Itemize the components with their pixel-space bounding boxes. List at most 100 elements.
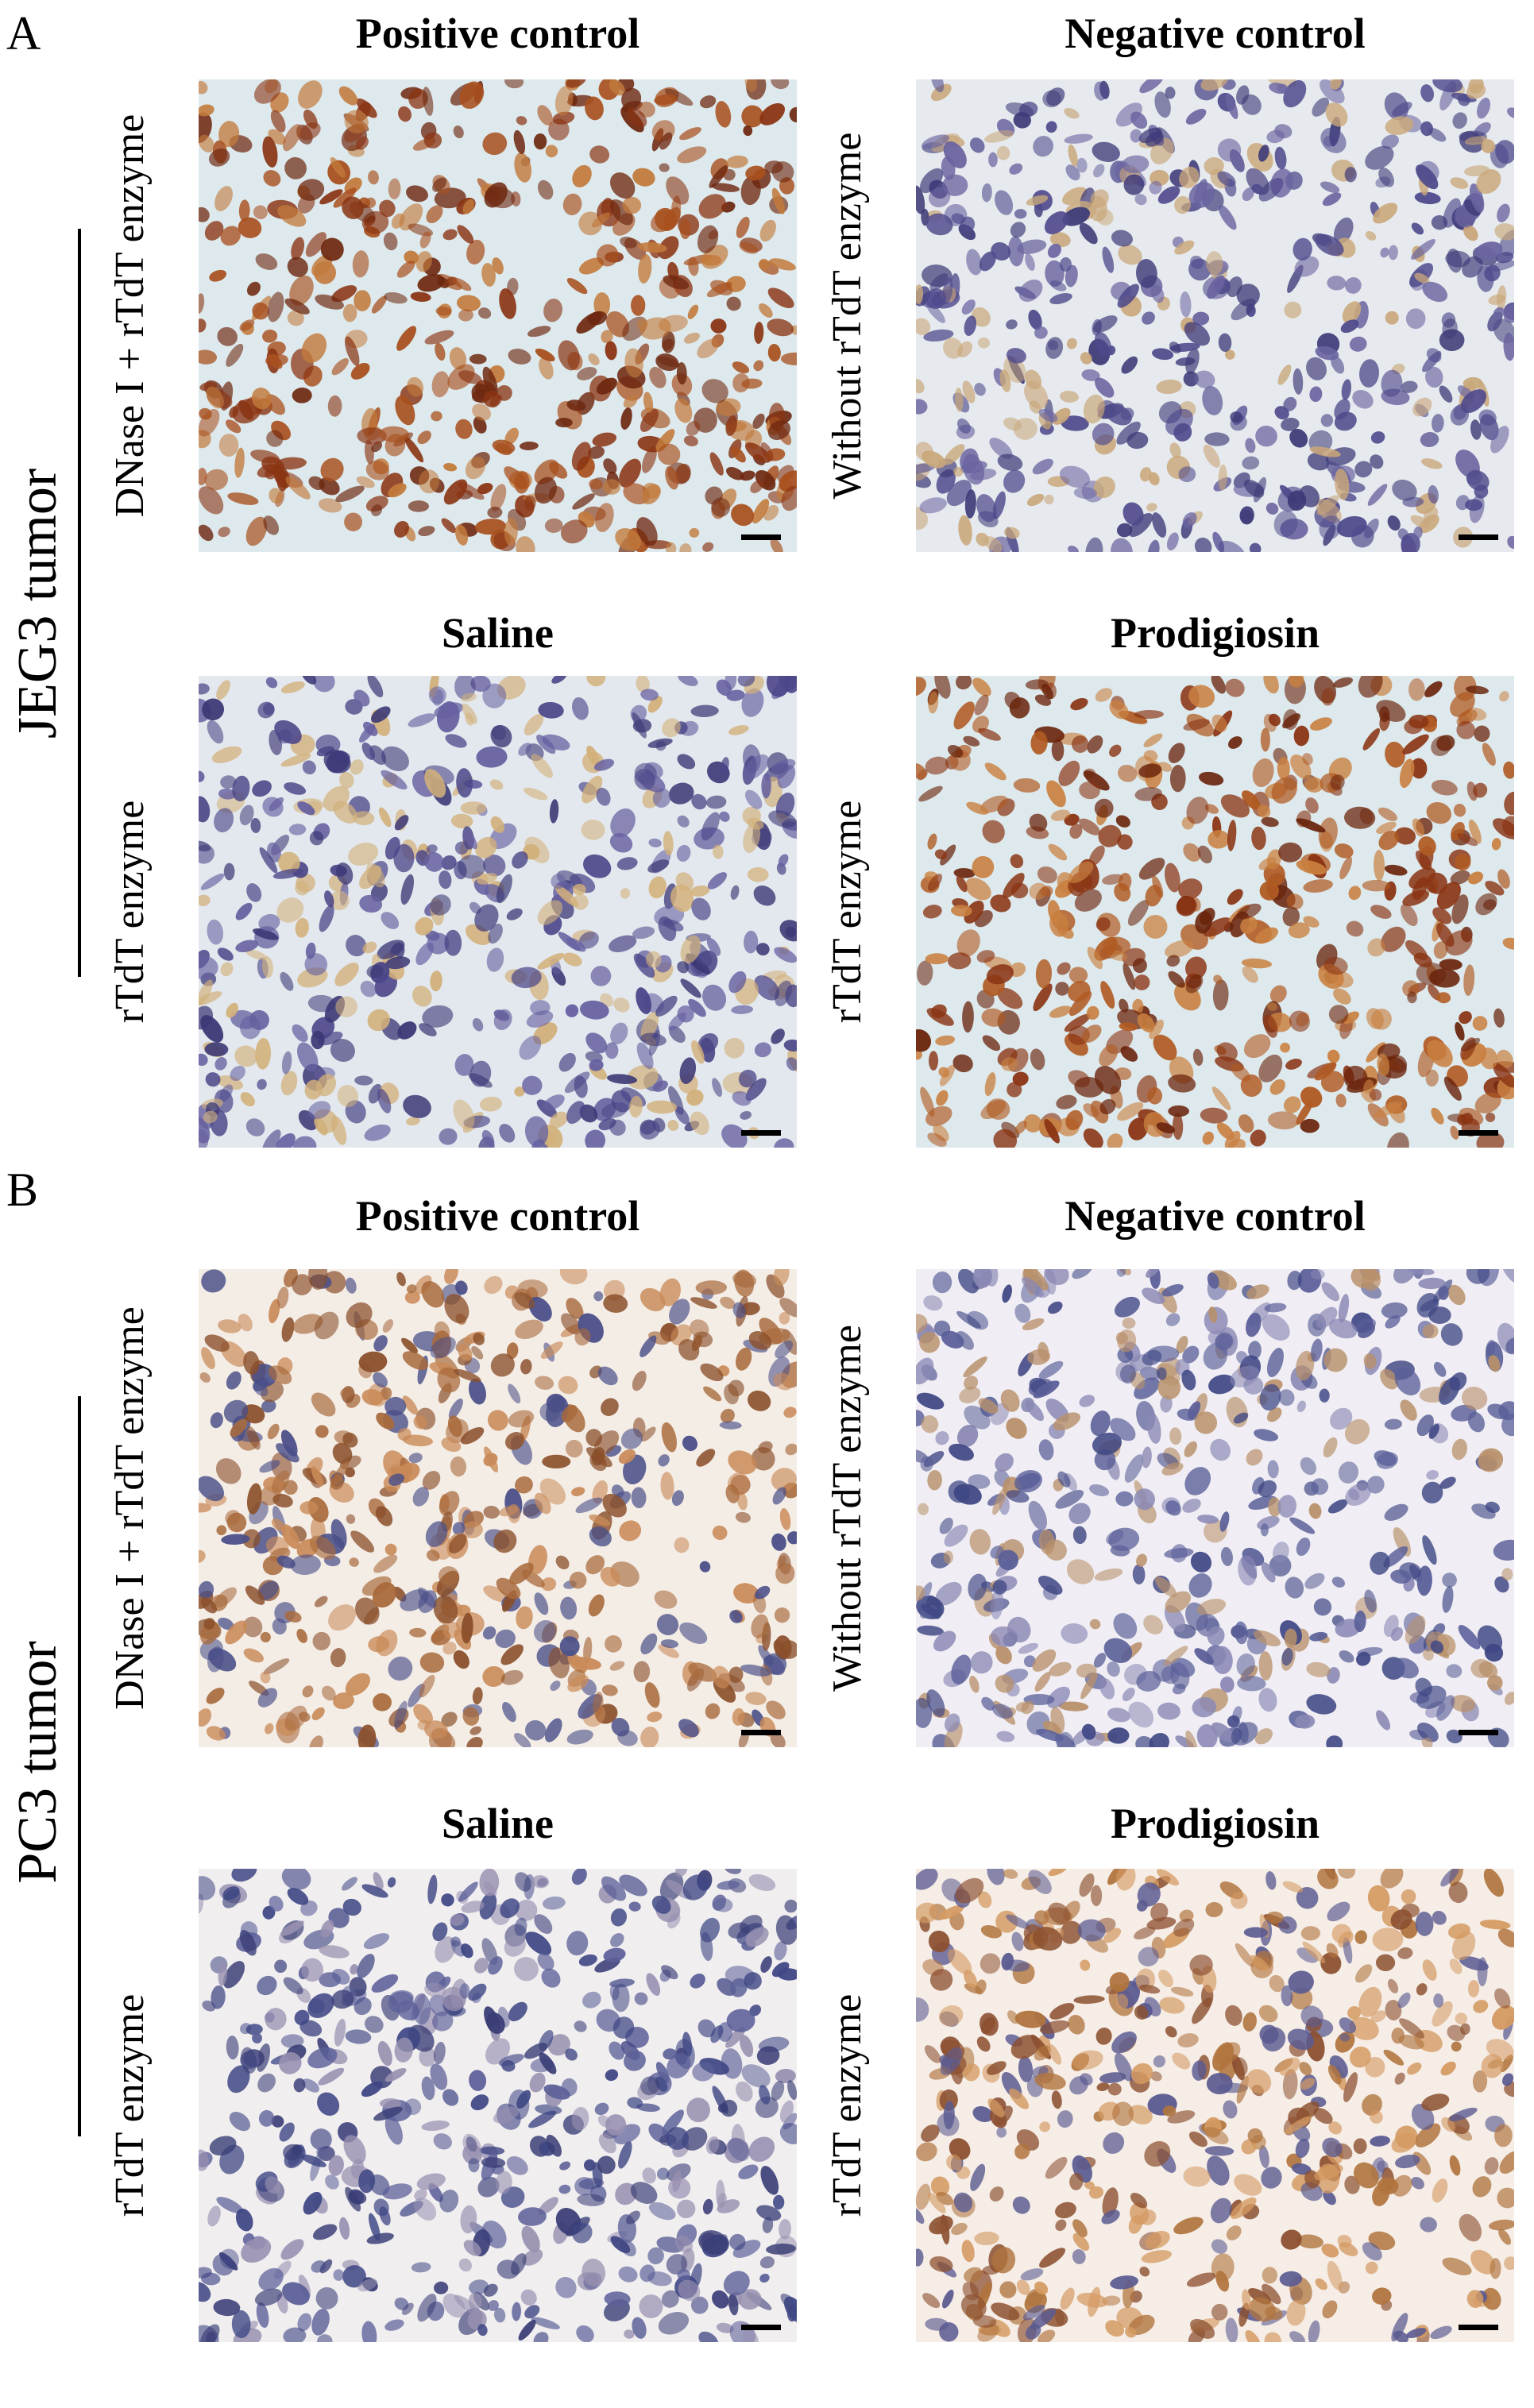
cell <box>463 2240 481 2256</box>
cell <box>726 155 748 168</box>
cell <box>1149 180 1162 195</box>
cell <box>1442 2257 1472 2275</box>
cell <box>927 1469 942 1491</box>
cell <box>920 1456 933 1472</box>
cell <box>744 79 758 92</box>
cell <box>636 2103 660 2113</box>
cell <box>1354 461 1373 478</box>
cell <box>472 403 492 421</box>
cell <box>690 2296 709 2314</box>
cell <box>779 1311 790 1325</box>
cell <box>1467 871 1484 885</box>
cell <box>1150 2071 1162 2082</box>
cell <box>199 796 211 823</box>
cell <box>226 1002 238 1018</box>
cell <box>1181 1369 1196 1391</box>
cell <box>1294 256 1320 277</box>
cell <box>1484 2157 1499 2175</box>
cell <box>1336 515 1367 538</box>
cell <box>1164 1547 1194 1559</box>
cell <box>1084 2181 1095 2190</box>
cell <box>506 1342 519 1360</box>
cell <box>571 697 589 720</box>
cell <box>524 713 544 736</box>
cell <box>437 1367 461 1393</box>
cell <box>1006 319 1018 330</box>
cell <box>283 2327 307 2342</box>
cell <box>951 1654 972 1684</box>
cell <box>1390 1627 1404 1642</box>
cell <box>700 1917 721 1943</box>
cell <box>238 199 250 222</box>
cell <box>720 2099 738 2117</box>
cell <box>452 1522 466 1536</box>
cell <box>760 442 774 461</box>
cell <box>381 912 400 929</box>
cell <box>682 2127 708 2151</box>
cell <box>1058 760 1080 786</box>
cell <box>632 2317 647 2339</box>
cell <box>525 1931 552 1955</box>
cell <box>490 1353 515 1377</box>
cell <box>698 2331 719 2342</box>
cell <box>1328 2121 1343 2135</box>
cell <box>1494 1988 1511 2009</box>
cell <box>1378 706 1390 723</box>
cell <box>1055 2202 1076 2219</box>
cell <box>1049 2003 1075 2020</box>
cell <box>534 477 557 504</box>
cell <box>1273 510 1298 538</box>
cell <box>1333 677 1354 688</box>
cell <box>514 1291 535 1309</box>
cell <box>213 2298 241 2317</box>
cell <box>328 2155 344 2176</box>
cell <box>997 987 1023 1009</box>
cell <box>602 1493 627 1518</box>
cell <box>953 2192 973 2213</box>
cell <box>660 1472 674 1500</box>
cell <box>1282 1881 1304 1893</box>
cell <box>1247 2128 1263 2144</box>
cell <box>246 1483 262 1515</box>
cell <box>319 905 334 932</box>
cell <box>207 919 224 945</box>
cell <box>660 1639 678 1649</box>
cell <box>1034 2072 1066 2090</box>
cell <box>335 996 357 1017</box>
cell <box>1145 2231 1170 2249</box>
cell <box>925 953 949 965</box>
cell <box>1136 1553 1148 1567</box>
cell <box>1023 1114 1042 1133</box>
cell <box>728 2294 739 2316</box>
cell <box>450 1913 465 1927</box>
cell <box>441 1711 458 1727</box>
cell <box>515 1319 543 1340</box>
cell <box>916 2142 937 2162</box>
cell <box>1335 1094 1347 1108</box>
cell <box>322 1685 336 1701</box>
cell <box>509 1562 534 1585</box>
cell <box>451 277 472 291</box>
cell <box>1130 111 1148 129</box>
cell <box>1096 2082 1110 2092</box>
cell <box>916 1357 934 1385</box>
cell <box>427 932 450 955</box>
cell <box>1264 2332 1281 2342</box>
cell <box>441 1893 454 1907</box>
cell <box>731 446 746 463</box>
cell <box>1017 239 1047 255</box>
cell <box>1069 2173 1084 2190</box>
cell <box>952 1054 973 1073</box>
cell <box>682 1435 698 1452</box>
cell <box>1217 171 1236 187</box>
cell <box>1498 2229 1512 2245</box>
cell <box>709 165 728 188</box>
cell <box>648 838 662 847</box>
cell <box>744 789 763 809</box>
cell <box>1505 1337 1514 1355</box>
cell <box>1363 1079 1374 1094</box>
cell <box>940 2047 963 2075</box>
cell <box>761 773 771 799</box>
cell <box>1455 853 1471 871</box>
cell <box>257 701 275 719</box>
